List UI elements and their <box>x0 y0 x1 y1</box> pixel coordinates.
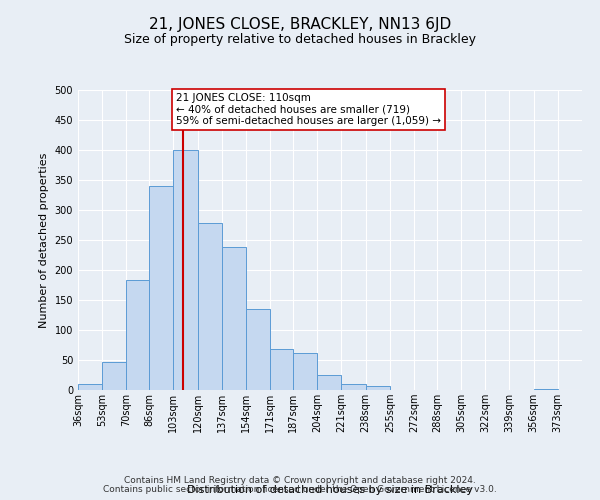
Bar <box>127 280 149 390</box>
Bar <box>197 223 222 390</box>
Bar <box>78 384 102 390</box>
Bar <box>365 386 390 390</box>
Bar <box>246 309 270 390</box>
Text: 21 JONES CLOSE: 110sqm
← 40% of detached houses are smaller (719)
59% of semi-de: 21 JONES CLOSE: 110sqm ← 40% of detached… <box>176 93 441 126</box>
Bar <box>102 362 127 390</box>
Text: Contains HM Land Registry data © Crown copyright and database right 2024.: Contains HM Land Registry data © Crown c… <box>124 476 476 485</box>
X-axis label: Distribution of detached houses by size in Brackley: Distribution of detached houses by size … <box>187 485 473 495</box>
Text: 21, JONES CLOSE, BRACKLEY, NN13 6JD: 21, JONES CLOSE, BRACKLEY, NN13 6JD <box>149 18 451 32</box>
Bar <box>173 150 197 390</box>
Bar <box>317 375 341 390</box>
Bar <box>149 186 173 390</box>
Bar <box>533 389 558 390</box>
Bar <box>270 349 293 390</box>
Bar <box>293 353 317 390</box>
Bar <box>341 384 365 390</box>
Bar <box>222 247 246 390</box>
Y-axis label: Number of detached properties: Number of detached properties <box>39 152 49 328</box>
Text: Size of property relative to detached houses in Brackley: Size of property relative to detached ho… <box>124 32 476 46</box>
Text: Contains public sector information licensed under the Open Government Licence v3: Contains public sector information licen… <box>103 485 497 494</box>
